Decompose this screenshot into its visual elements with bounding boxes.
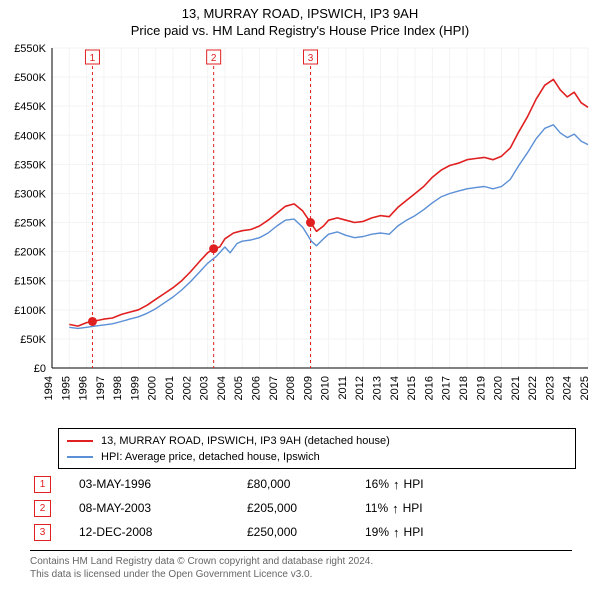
legend-label: 13, MURRAY ROAD, IPSWICH, IP3 9AH (detac… bbox=[101, 435, 390, 447]
sale-pct: 11%↑HPI bbox=[365, 501, 423, 515]
svg-text:1996: 1996 bbox=[78, 376, 90, 400]
svg-text:2024: 2024 bbox=[562, 376, 574, 400]
svg-text:1994: 1994 bbox=[43, 376, 55, 400]
svg-text:2019: 2019 bbox=[475, 376, 487, 400]
legend-label: HPI: Average price, detached house, Ipsw… bbox=[101, 451, 320, 463]
svg-text:£150K: £150K bbox=[14, 276, 46, 288]
chart-subtitle: Price paid vs. HM Land Registry's House … bbox=[0, 23, 600, 40]
legend-swatch bbox=[67, 440, 93, 442]
svg-text:2006: 2006 bbox=[250, 376, 262, 400]
svg-text:£550K: £550K bbox=[14, 43, 46, 55]
sale-badge: 3 bbox=[34, 524, 51, 541]
arrow-up-icon: ↑ bbox=[392, 502, 399, 515]
svg-text:£350K: £350K bbox=[14, 159, 46, 171]
svg-text:2009: 2009 bbox=[302, 376, 314, 400]
chart-title: 13, MURRAY ROAD, IPSWICH, IP3 9AH bbox=[0, 0, 600, 23]
svg-text:1999: 1999 bbox=[129, 376, 141, 400]
sale-date: 12-DEC-2008 bbox=[79, 525, 247, 539]
sale-row: 2 08-MAY-2003£205,00011%↑HPI bbox=[30, 496, 570, 520]
svg-text:2021: 2021 bbox=[510, 376, 522, 400]
svg-text:2018: 2018 bbox=[458, 376, 470, 400]
arrow-up-icon: ↑ bbox=[393, 526, 400, 539]
line-chart: £0 £50K £100K £150K £200K £250K £300K £350K £400… bbox=[0, 42, 600, 422]
sale-pct: 16%↑HPI bbox=[365, 477, 424, 491]
svg-text:£250K: £250K bbox=[14, 218, 46, 230]
svg-text:2: 2 bbox=[211, 53, 217, 64]
svg-text:1: 1 bbox=[90, 53, 96, 64]
svg-text:2014: 2014 bbox=[389, 376, 401, 400]
sale-price: £250,000 bbox=[247, 525, 365, 539]
svg-text:2023: 2023 bbox=[544, 376, 556, 400]
svg-text:£0: £0 bbox=[34, 363, 46, 375]
svg-text:£100K: £100K bbox=[14, 305, 46, 317]
footer-line-2: This data is licensed under the Open Gov… bbox=[30, 568, 572, 581]
svg-text:2004: 2004 bbox=[216, 376, 228, 400]
sale-pct: 19%↑HPI bbox=[365, 525, 424, 539]
legend-item: HPI: Average price, detached house, Ipsw… bbox=[67, 449, 567, 465]
svg-text:2015: 2015 bbox=[406, 376, 418, 400]
svg-text:£50K: £50K bbox=[20, 334, 46, 346]
svg-text:2012: 2012 bbox=[354, 376, 366, 400]
sales-table: 1 03-MAY-1996£80,00016%↑HPI 2 08-MAY-2003£2… bbox=[30, 472, 570, 544]
footer-line-1: Contains HM Land Registry data © Crown c… bbox=[30, 555, 572, 568]
svg-text:2017: 2017 bbox=[441, 376, 453, 400]
legend: 13, MURRAY ROAD, IPSWICH, IP3 9AH (detac… bbox=[58, 428, 576, 469]
svg-text:2003: 2003 bbox=[199, 376, 211, 400]
svg-text:£400K: £400K bbox=[14, 130, 46, 142]
svg-text:£300K: £300K bbox=[14, 188, 46, 200]
svg-text:2022: 2022 bbox=[527, 376, 539, 400]
svg-text:1995: 1995 bbox=[60, 376, 72, 400]
svg-text:3: 3 bbox=[308, 53, 314, 64]
sale-row: 1 03-MAY-1996£80,00016%↑HPI bbox=[30, 472, 570, 496]
svg-text:2025: 2025 bbox=[579, 376, 591, 400]
svg-text:1998: 1998 bbox=[112, 376, 124, 400]
svg-text:£450K: £450K bbox=[14, 101, 46, 113]
svg-text:2013: 2013 bbox=[372, 376, 384, 400]
sale-row: 3 12-DEC-2008£250,00019%↑HPI bbox=[30, 520, 570, 544]
sale-price: £205,000 bbox=[247, 501, 365, 515]
svg-text:2000: 2000 bbox=[147, 376, 159, 400]
svg-text:2008: 2008 bbox=[285, 376, 297, 400]
svg-text:2016: 2016 bbox=[423, 376, 435, 400]
svg-text:2002: 2002 bbox=[181, 376, 193, 400]
arrow-up-icon: ↑ bbox=[393, 478, 400, 491]
svg-text:2001: 2001 bbox=[164, 376, 176, 400]
sale-badge: 2 bbox=[34, 500, 51, 517]
sale-date: 08-MAY-2003 bbox=[79, 501, 247, 515]
svg-text:1997: 1997 bbox=[95, 376, 107, 400]
legend-item: 13, MURRAY ROAD, IPSWICH, IP3 9AH (detac… bbox=[67, 433, 567, 449]
svg-text:2010: 2010 bbox=[320, 376, 332, 400]
svg-text:2020: 2020 bbox=[493, 376, 505, 400]
svg-text:2011: 2011 bbox=[337, 376, 349, 400]
svg-text:£500K: £500K bbox=[14, 72, 46, 84]
sale-badge: 1 bbox=[34, 476, 51, 493]
sale-date: 03-MAY-1996 bbox=[79, 477, 247, 491]
chart-area: £0 £50K £100K £150K £200K £250K £300K £350K £400… bbox=[0, 42, 600, 422]
legend-swatch bbox=[67, 456, 93, 458]
svg-text:£200K: £200K bbox=[14, 247, 46, 259]
data-attribution: Contains HM Land Registry data © Crown c… bbox=[30, 550, 572, 581]
svg-text:2007: 2007 bbox=[268, 376, 280, 400]
svg-text:2005: 2005 bbox=[233, 376, 245, 400]
sale-price: £80,000 bbox=[247, 477, 365, 491]
